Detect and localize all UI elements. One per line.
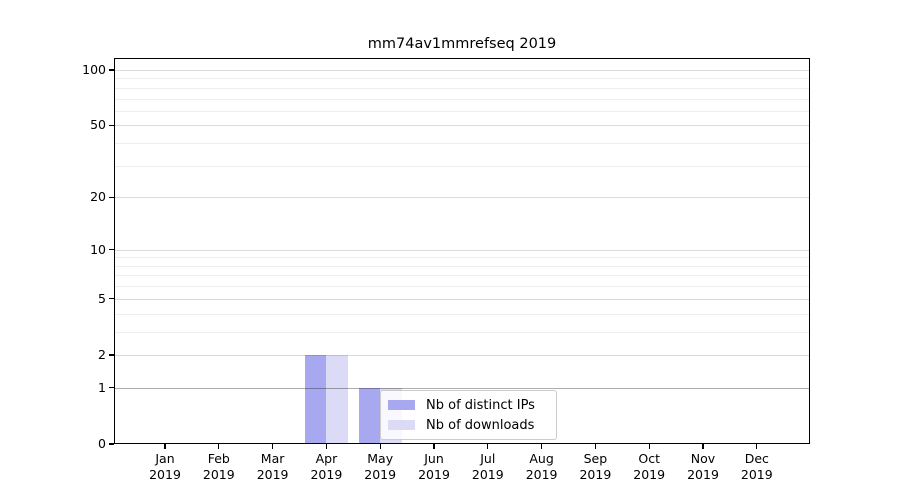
x-tick-label-year: 2019: [149, 467, 181, 482]
y-tick-label: 20: [90, 189, 106, 205]
y-axis-tick: [109, 354, 114, 356]
x-tick-label: Feb 2019: [187, 451, 251, 483]
x-tick-label-year: 2019: [740, 467, 773, 482]
y-gridline-minor: [115, 110, 809, 112]
y-axis-tick: [109, 69, 114, 71]
bar-distinct-ips: [304, 354, 327, 443]
x-tick-label-year: 2019: [364, 467, 397, 482]
y-tick-label: 0: [98, 436, 106, 451]
y-gridline-minor: [115, 143, 809, 145]
y-tick-label: 100: [82, 62, 106, 77]
x-tick-label-year: 2019: [633, 467, 666, 482]
bar-downloads: [326, 354, 348, 443]
x-axis-tick: [541, 444, 543, 449]
legend-item: Nb of distinct IPs: [388, 395, 549, 415]
x-tick-label-month: Jun: [424, 451, 444, 466]
y-axis-tick: [109, 387, 114, 389]
x-tick-label-month: Dec: [744, 451, 769, 466]
y-gridline-major: [115, 125, 809, 127]
plot-area: [114, 58, 810, 444]
x-tick-label-year: 2019: [471, 467, 504, 482]
x-tick-label-month: Sep: [583, 451, 608, 466]
legend-item: Nb of downloads: [388, 415, 549, 435]
x-axis-tick: [218, 444, 220, 449]
x-tick-label-month: Feb: [207, 451, 230, 466]
y-gridline-major: [115, 387, 809, 390]
x-tick-label: Oct 2019: [617, 451, 681, 483]
x-tick-label: Dec 2019: [725, 451, 789, 483]
x-tick-label: Jul 2019: [456, 451, 520, 483]
x-tick-label: May 2019: [348, 451, 412, 483]
x-tick-label-month: Jul: [480, 451, 496, 466]
x-tick-label-month: Aug: [529, 451, 554, 466]
x-tick-label-year: 2019: [418, 467, 450, 482]
y-tick-label: 1: [98, 379, 106, 395]
y-tick-label: 10: [90, 241, 106, 257]
x-axis-tick: [379, 444, 381, 449]
x-tick-label: Aug 2019: [510, 451, 574, 483]
y-gridline-minor: [115, 286, 809, 288]
bar-distinct-ips: [358, 387, 381, 443]
x-tick-label: Nov 2019: [671, 451, 735, 483]
x-axis-tick: [594, 444, 596, 449]
legend: Nb of distinct IPs Nb of downloads: [380, 390, 557, 440]
y-gridline-minor: [115, 275, 809, 277]
legend-label: Nb of distinct IPs: [426, 397, 535, 413]
x-tick-label-month: Apr: [315, 451, 338, 466]
x-tick-label: Jun 2019: [402, 451, 466, 483]
x-tick-label-year: 2019: [525, 467, 558, 482]
x-axis-tick: [325, 444, 327, 449]
x-tick-label-year: 2019: [310, 467, 343, 482]
x-tick-label: Sep 2019: [563, 451, 627, 483]
y-gridline-major: [115, 249, 809, 251]
x-tick-label-year: 2019: [202, 467, 235, 482]
y-gridline-major: [115, 298, 809, 300]
x-axis-tick: [433, 444, 435, 449]
y-gridline-minor: [115, 265, 809, 267]
x-axis-tick: [702, 444, 704, 449]
x-tick-label-year: 2019: [579, 467, 612, 482]
y-tick-label: 2: [98, 346, 106, 362]
y-gridline-major: [115, 354, 809, 356]
x-axis-tick: [756, 444, 758, 449]
legend-label: Nb of downloads: [426, 417, 535, 433]
y-gridline-minor: [115, 78, 809, 80]
x-tick-label: Jan 2019: [133, 451, 197, 483]
y-gridline-minor: [115, 87, 809, 89]
y-gridline-minor: [115, 165, 809, 167]
y-axis-tick: [109, 196, 114, 198]
y-tick-label: 50: [90, 117, 106, 133]
x-axis-tick: [648, 444, 650, 449]
x-tick-label: Mar 2019: [241, 451, 305, 483]
y-axis-tick: [109, 249, 114, 251]
x-tick-label-year: 2019: [256, 467, 289, 482]
x-tick-label-month: Oct: [638, 451, 660, 466]
x-tick-label-month: May: [367, 451, 394, 466]
x-tick-label-month: Mar: [260, 451, 285, 466]
y-axis-tick: [109, 124, 114, 126]
chart-title: mm74av1mmrefseq 2019: [367, 36, 557, 52]
x-tick-label-month: Jan: [155, 451, 175, 466]
x-axis-tick: [164, 444, 166, 449]
x-tick-label-month: Nov: [690, 451, 716, 466]
x-axis-tick: [272, 444, 274, 449]
x-axis-tick: [487, 444, 489, 449]
y-gridline-minor: [115, 313, 809, 315]
y-tick-label: 5: [98, 290, 106, 306]
y-gridline-major: [115, 70, 809, 71]
y-gridline-major: [115, 197, 809, 199]
legend-swatch: [388, 400, 415, 410]
x-tick-label-year: 2019: [687, 467, 719, 482]
y-axis-tick: [109, 298, 114, 300]
y-gridline-minor: [115, 257, 809, 259]
legend-swatch: [388, 420, 415, 430]
grid-layer: [115, 59, 809, 443]
y-gridline-minor: [115, 331, 809, 333]
y-axis-tick: [109, 443, 114, 445]
y-gridline-minor: [115, 98, 809, 100]
x-tick-label: Apr 2019: [294, 451, 358, 483]
